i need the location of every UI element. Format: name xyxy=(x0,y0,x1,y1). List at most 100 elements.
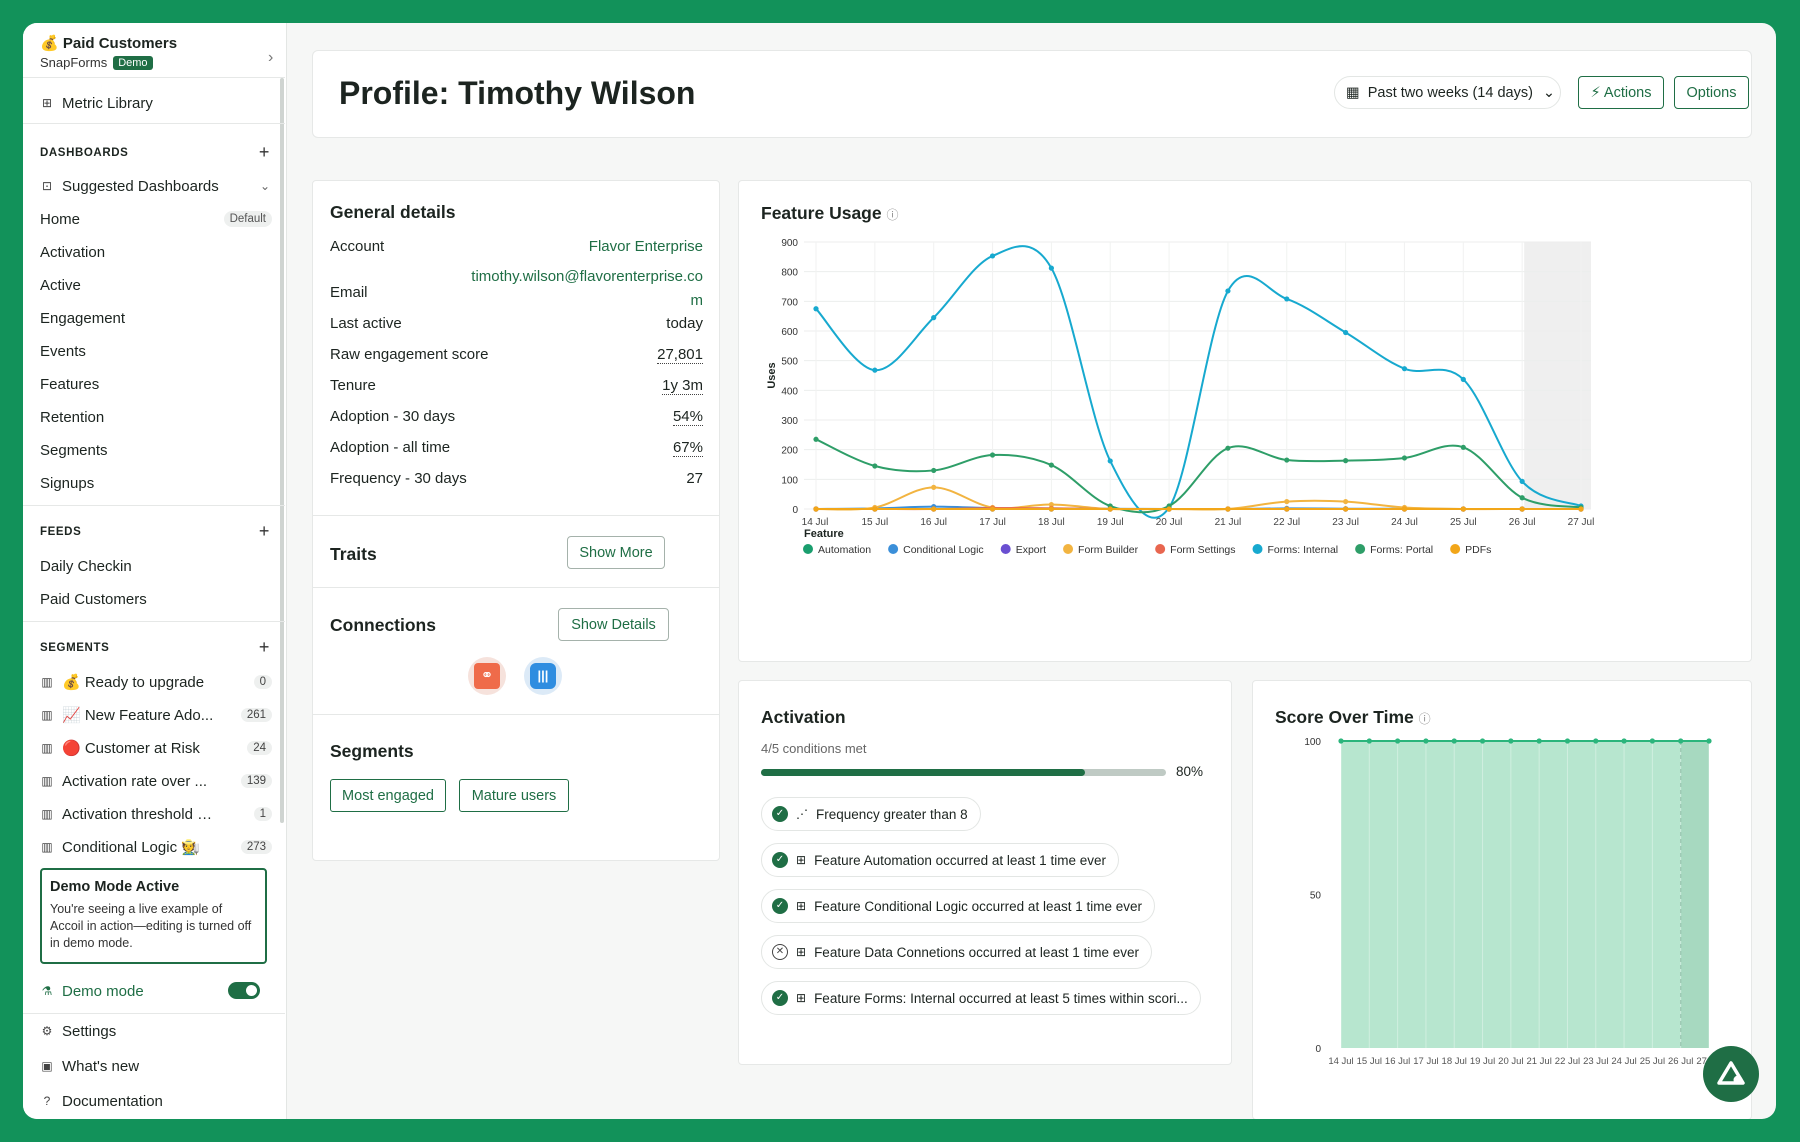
sidebar-item-home[interactable]: Home Default xyxy=(40,204,280,234)
sidebar-item-activation[interactable]: Activation xyxy=(40,243,106,261)
data-point xyxy=(1366,738,1372,744)
legend-label: PDFs xyxy=(1465,544,1491,556)
x-tick-label: 26 Jul xyxy=(1509,517,1536,528)
demo-mode-notice: Demo Mode Active You're seeing a live ex… xyxy=(40,868,267,964)
sidebar-item-metric-library[interactable]: ⊞ Metric Library xyxy=(41,94,153,112)
traits-title: Traits xyxy=(330,544,377,564)
email-link[interactable]: timothy.wilson@flavorenterprise.co m xyxy=(471,268,703,309)
help-chat-button[interactable] xyxy=(1703,1046,1759,1102)
sidebar-item-settings[interactable]: ⚙ Settings xyxy=(41,1022,117,1040)
data-point xyxy=(872,367,878,373)
y-tick-label: 400 xyxy=(781,386,798,397)
data-point xyxy=(1284,457,1290,463)
x-tick-label: 25 Jul xyxy=(1450,517,1477,528)
feature-usage-card: Feature Usage ⓘ 0 100 200 300 400 500 600 700 80… xyxy=(738,180,1752,662)
condition-item: ✕ ⊞ Feature Data Connetions occurred at le… xyxy=(761,935,1152,969)
sidebar-scrollbar[interactable] xyxy=(280,78,284,823)
x-tick-label: 15 Jul xyxy=(1357,1056,1382,1067)
segment-item[interactable]: ▥ 📈 New Feature Ado... 261 xyxy=(40,700,280,730)
series-line-forms-internal xyxy=(815,245,1582,519)
data-point xyxy=(1519,478,1525,485)
data-point xyxy=(1343,498,1349,505)
sidebar-item-events[interactable]: Events xyxy=(40,342,86,360)
x-tick-label: 25 Jul xyxy=(1640,1056,1665,1067)
data-point xyxy=(1508,738,1514,744)
sidebar-item-segments[interactable]: Segments xyxy=(40,441,108,459)
segment-pill-most-engaged[interactable]: Most engaged xyxy=(330,779,446,812)
segment-item[interactable]: ▥ 💰 Ready to upgrade 0 xyxy=(40,667,280,697)
options-button[interactable]: Options xyxy=(1674,76,1749,109)
actions-button[interactable]: ⚡ Actions xyxy=(1578,76,1664,109)
gift-icon: ▣ xyxy=(41,1059,53,1073)
show-more-button[interactable]: Show More xyxy=(567,536,665,569)
data-point xyxy=(1401,366,1408,372)
sidebar-item-retention[interactable]: Retention xyxy=(40,408,105,426)
sidebar-item-paid-customers[interactable]: Paid Customers xyxy=(40,590,147,608)
x-tick-label: 16 Jul xyxy=(1385,1056,1410,1067)
add-segment-icon[interactable]: + xyxy=(258,637,270,657)
data-point xyxy=(813,436,819,442)
show-details-button[interactable]: Show Details xyxy=(558,608,669,641)
segment-item[interactable]: ▥ Activation threshold m... 1 xyxy=(40,799,280,829)
legend-label: Forms: Portal xyxy=(1370,544,1433,556)
x-tick-label: 26 Jul xyxy=(1668,1056,1693,1067)
segment-pill-mature-users[interactable]: Mature users xyxy=(459,779,569,812)
data-point xyxy=(1578,506,1584,512)
sidebar-item-features[interactable]: Features xyxy=(40,375,100,393)
date-range-select[interactable]: ▦ Past two weeks (14 days) ⌄ xyxy=(1334,76,1561,109)
workspace-switcher[interactable]: 💰 Paid Customers SnapForms Demo › xyxy=(40,31,280,79)
x-tick-label: 20 Jul xyxy=(1498,1056,1523,1067)
demo-mode-toggle[interactable] xyxy=(228,982,260,999)
legend-swatch xyxy=(888,544,899,554)
legend-swatch xyxy=(1450,544,1461,554)
workspace-org: SnapForms Demo xyxy=(40,55,153,70)
sidebar-item-engagement[interactable]: Engagement xyxy=(40,309,126,327)
activation-progress-bar xyxy=(761,769,1166,776)
y-tick-label: 700 xyxy=(781,297,798,308)
sidebar-item-active[interactable]: Active xyxy=(40,276,81,294)
add-feed-icon[interactable]: + xyxy=(258,521,270,541)
check-icon: ✓ xyxy=(772,806,788,822)
info-icon[interactable]: ⓘ xyxy=(1418,712,1431,726)
intercom-icon[interactable]: ||| xyxy=(524,657,562,695)
hubspot-icon[interactable]: ⚭ xyxy=(468,657,506,695)
grid-icon: ⊞ xyxy=(796,899,807,913)
segment-item[interactable]: ▥ Activation rate over ... 139 xyxy=(40,766,280,796)
data-point xyxy=(931,506,937,512)
detail-row-adoption-30: Adoption - 30 days 54% xyxy=(330,408,703,426)
help-circle-icon: ? xyxy=(43,1094,51,1108)
data-point xyxy=(1451,738,1457,744)
legend-swatch xyxy=(1000,544,1011,554)
segment-item[interactable]: ▥ Conditional Logic 🧑‍🌾 273 xyxy=(40,832,280,862)
y-tick-label: 300 xyxy=(781,416,798,427)
current-period-shade xyxy=(1680,741,1709,1048)
demo-badge: Demo xyxy=(113,55,153,70)
connections-title: Connections xyxy=(330,615,436,635)
account-link[interactable]: Flavor Enterprise xyxy=(588,238,703,255)
x-tick-label: 20 Jul xyxy=(1156,517,1183,528)
info-icon[interactable]: ⓘ xyxy=(886,208,899,222)
x-tick-label: 18 Jul xyxy=(1038,517,1065,528)
activation-progress-label: 80% xyxy=(1176,764,1204,779)
condition-item: ✓ ⊞ Feature Forms: Internal occurred at le… xyxy=(761,981,1201,1015)
sidebar-item-suggested-dashboards[interactable]: ⊡ Suggested Dashboards ⌄ xyxy=(41,177,270,195)
detail-row-last-active: Last active today xyxy=(330,315,703,332)
sidebar-item-daily-checkin[interactable]: Daily Checkin xyxy=(40,557,132,575)
legend-label: Automation xyxy=(818,544,871,556)
data-point xyxy=(989,506,996,512)
grid-icon: ⊞ xyxy=(796,991,807,1005)
series-line-forms-portal xyxy=(815,438,1582,514)
condition-item: ✓ ⋰ Frequency greater than 8 xyxy=(761,797,981,831)
app-window: 💰 Paid Customers SnapForms Demo › ⊞ Metric… xyxy=(23,23,1776,1119)
data-point xyxy=(1343,458,1349,464)
data-point xyxy=(1284,296,1290,302)
sidebar-item-whats-new[interactable]: ▣ What's new xyxy=(41,1057,140,1075)
x-tick-label: 18 Jul xyxy=(1442,1056,1467,1067)
data-point xyxy=(1107,458,1113,464)
legend-label: Conditional Logic xyxy=(903,544,984,556)
sidebar-item-documentation[interactable]: ? Documentation xyxy=(40,1086,280,1116)
x-tick-label: 14 Jul xyxy=(802,517,829,528)
sidebar-item-signups[interactable]: Signups xyxy=(40,474,95,492)
add-dashboard-icon[interactable]: + xyxy=(258,142,270,162)
segment-item[interactable]: ▥ 🔴 Customer at Risk 24 xyxy=(40,733,280,763)
